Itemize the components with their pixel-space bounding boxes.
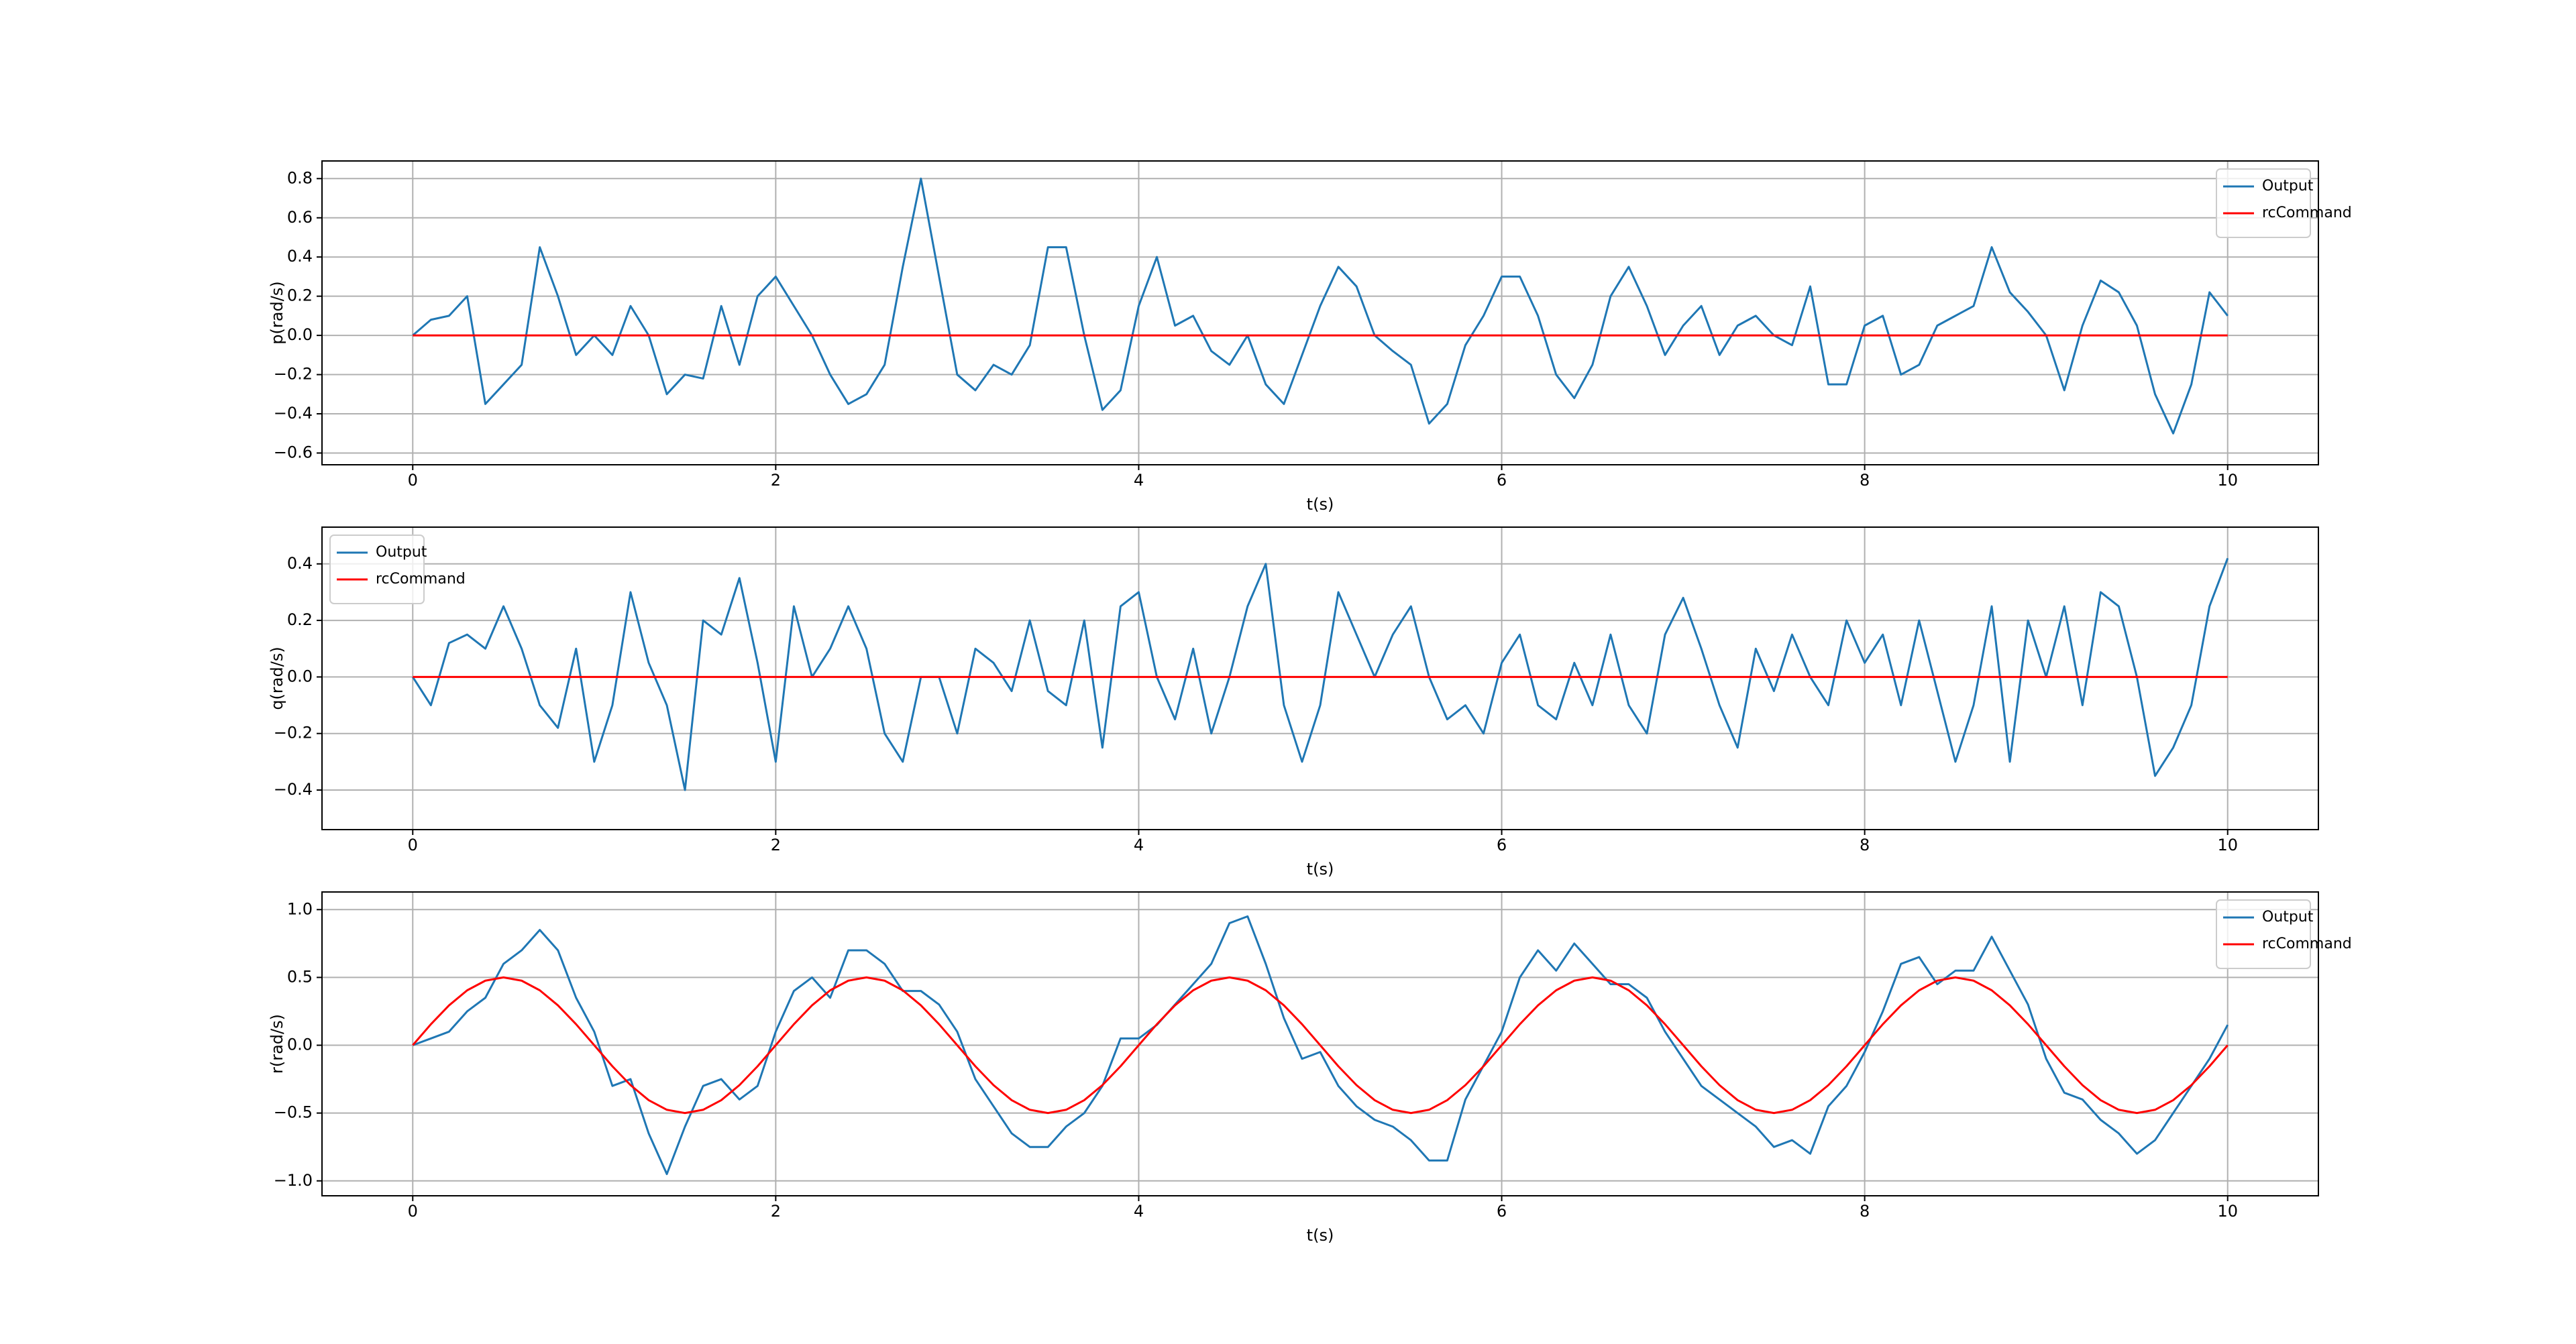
x-tick-label: 10 bbox=[2217, 1202, 2238, 1221]
x-tick-label: 2 bbox=[771, 1202, 781, 1221]
subplot: 0 2 4 6 8 10 −0.4 −0.2 0.0 0.2 0.4 t(s) q(rad/s) Outp… bbox=[268, 526, 2319, 879]
x-tick-label: 0 bbox=[408, 471, 418, 490]
series-line bbox=[412, 915, 2229, 1176]
x-tick-label: 6 bbox=[1497, 836, 1507, 854]
y-tick-label: 0.2 bbox=[287, 286, 313, 305]
y-tick-label: 1.0 bbox=[287, 899, 313, 918]
y-tick-label: −0.5 bbox=[274, 1103, 313, 1122]
x-axis-label: t(s) bbox=[1307, 860, 1334, 879]
legend-label: rcCommand bbox=[376, 571, 466, 587]
plot-area bbox=[322, 527, 2318, 830]
series-line bbox=[412, 976, 2229, 1115]
legend-label: Output bbox=[2262, 909, 2314, 926]
legend-label: rcCommand bbox=[2262, 936, 2352, 952]
y-tick-label: −0.2 bbox=[274, 365, 313, 384]
y-tick-label: −0.6 bbox=[274, 443, 313, 461]
subplot: 0 2 4 6 8 10 −1.0 −0.5 0.0 0.5 1.0 t(s) r(rad/s) Outp… bbox=[268, 891, 2352, 1245]
x-tick-label: 8 bbox=[1860, 836, 1870, 854]
subplot: 0 2 4 6 8 10 −0.6 −0.4 −0.2 0.0 0.2 0.4 0.6 0.8 t(s) p(… bbox=[268, 160, 2352, 514]
legend-label: Output bbox=[2262, 178, 2314, 194]
y-tick-label: 0.4 bbox=[287, 247, 313, 266]
y-tick-label: 0.6 bbox=[287, 208, 313, 227]
y-tick-label: 0.0 bbox=[287, 1035, 313, 1054]
x-tick-label: 6 bbox=[1497, 471, 1507, 490]
legend-label: Output bbox=[376, 544, 427, 561]
x-tick-label: 10 bbox=[2217, 471, 2238, 490]
y-tick-label: 0.5 bbox=[287, 967, 313, 986]
legend-label: rcCommand bbox=[2262, 205, 2352, 221]
y-axis-label: p(rad/s) bbox=[268, 281, 286, 344]
series-line bbox=[412, 557, 2229, 791]
y-tick-label: 0.0 bbox=[287, 325, 313, 344]
y-axis-label: q(rad/s) bbox=[268, 647, 286, 710]
x-tick-label: 10 bbox=[2217, 836, 2238, 854]
y-tick-label: −0.2 bbox=[274, 724, 313, 742]
y-tick-label: 0.0 bbox=[287, 667, 313, 685]
x-tick-label: 2 bbox=[771, 471, 781, 490]
x-tick-label: 4 bbox=[1134, 471, 1144, 490]
x-tick-label: 8 bbox=[1860, 1202, 1870, 1221]
x-tick-label: 0 bbox=[408, 836, 418, 854]
y-tick-label: −1.0 bbox=[274, 1171, 313, 1190]
y-tick-label: −0.4 bbox=[274, 404, 313, 423]
legend: Output rcCommand bbox=[2216, 899, 2352, 969]
x-axis-label: t(s) bbox=[1307, 1226, 1334, 1245]
x-tick-label: 2 bbox=[771, 836, 781, 854]
y-tick-label: 0.4 bbox=[287, 554, 313, 573]
legend: Output rcCommand bbox=[329, 535, 466, 604]
x-tick-label: 4 bbox=[1134, 836, 1144, 854]
axes-frame bbox=[321, 891, 2319, 1196]
x-tick-label: 4 bbox=[1134, 1202, 1144, 1221]
legend: Output rcCommand bbox=[2216, 168, 2352, 238]
x-tick-label: 0 bbox=[408, 1202, 418, 1221]
axes-frame bbox=[321, 526, 2319, 830]
y-tick-label: 0.8 bbox=[287, 168, 313, 187]
axes-frame bbox=[321, 160, 2319, 465]
y-axis-label: r(rad/s) bbox=[268, 1014, 286, 1074]
y-tick-label: −0.4 bbox=[274, 780, 313, 799]
series-line bbox=[412, 177, 2229, 435]
x-axis-label: t(s) bbox=[1307, 495, 1334, 514]
plot-area bbox=[322, 161, 2318, 465]
x-tick-label: 6 bbox=[1497, 1202, 1507, 1221]
x-tick-label: 8 bbox=[1860, 471, 1870, 490]
y-tick-label: 0.2 bbox=[287, 610, 313, 629]
